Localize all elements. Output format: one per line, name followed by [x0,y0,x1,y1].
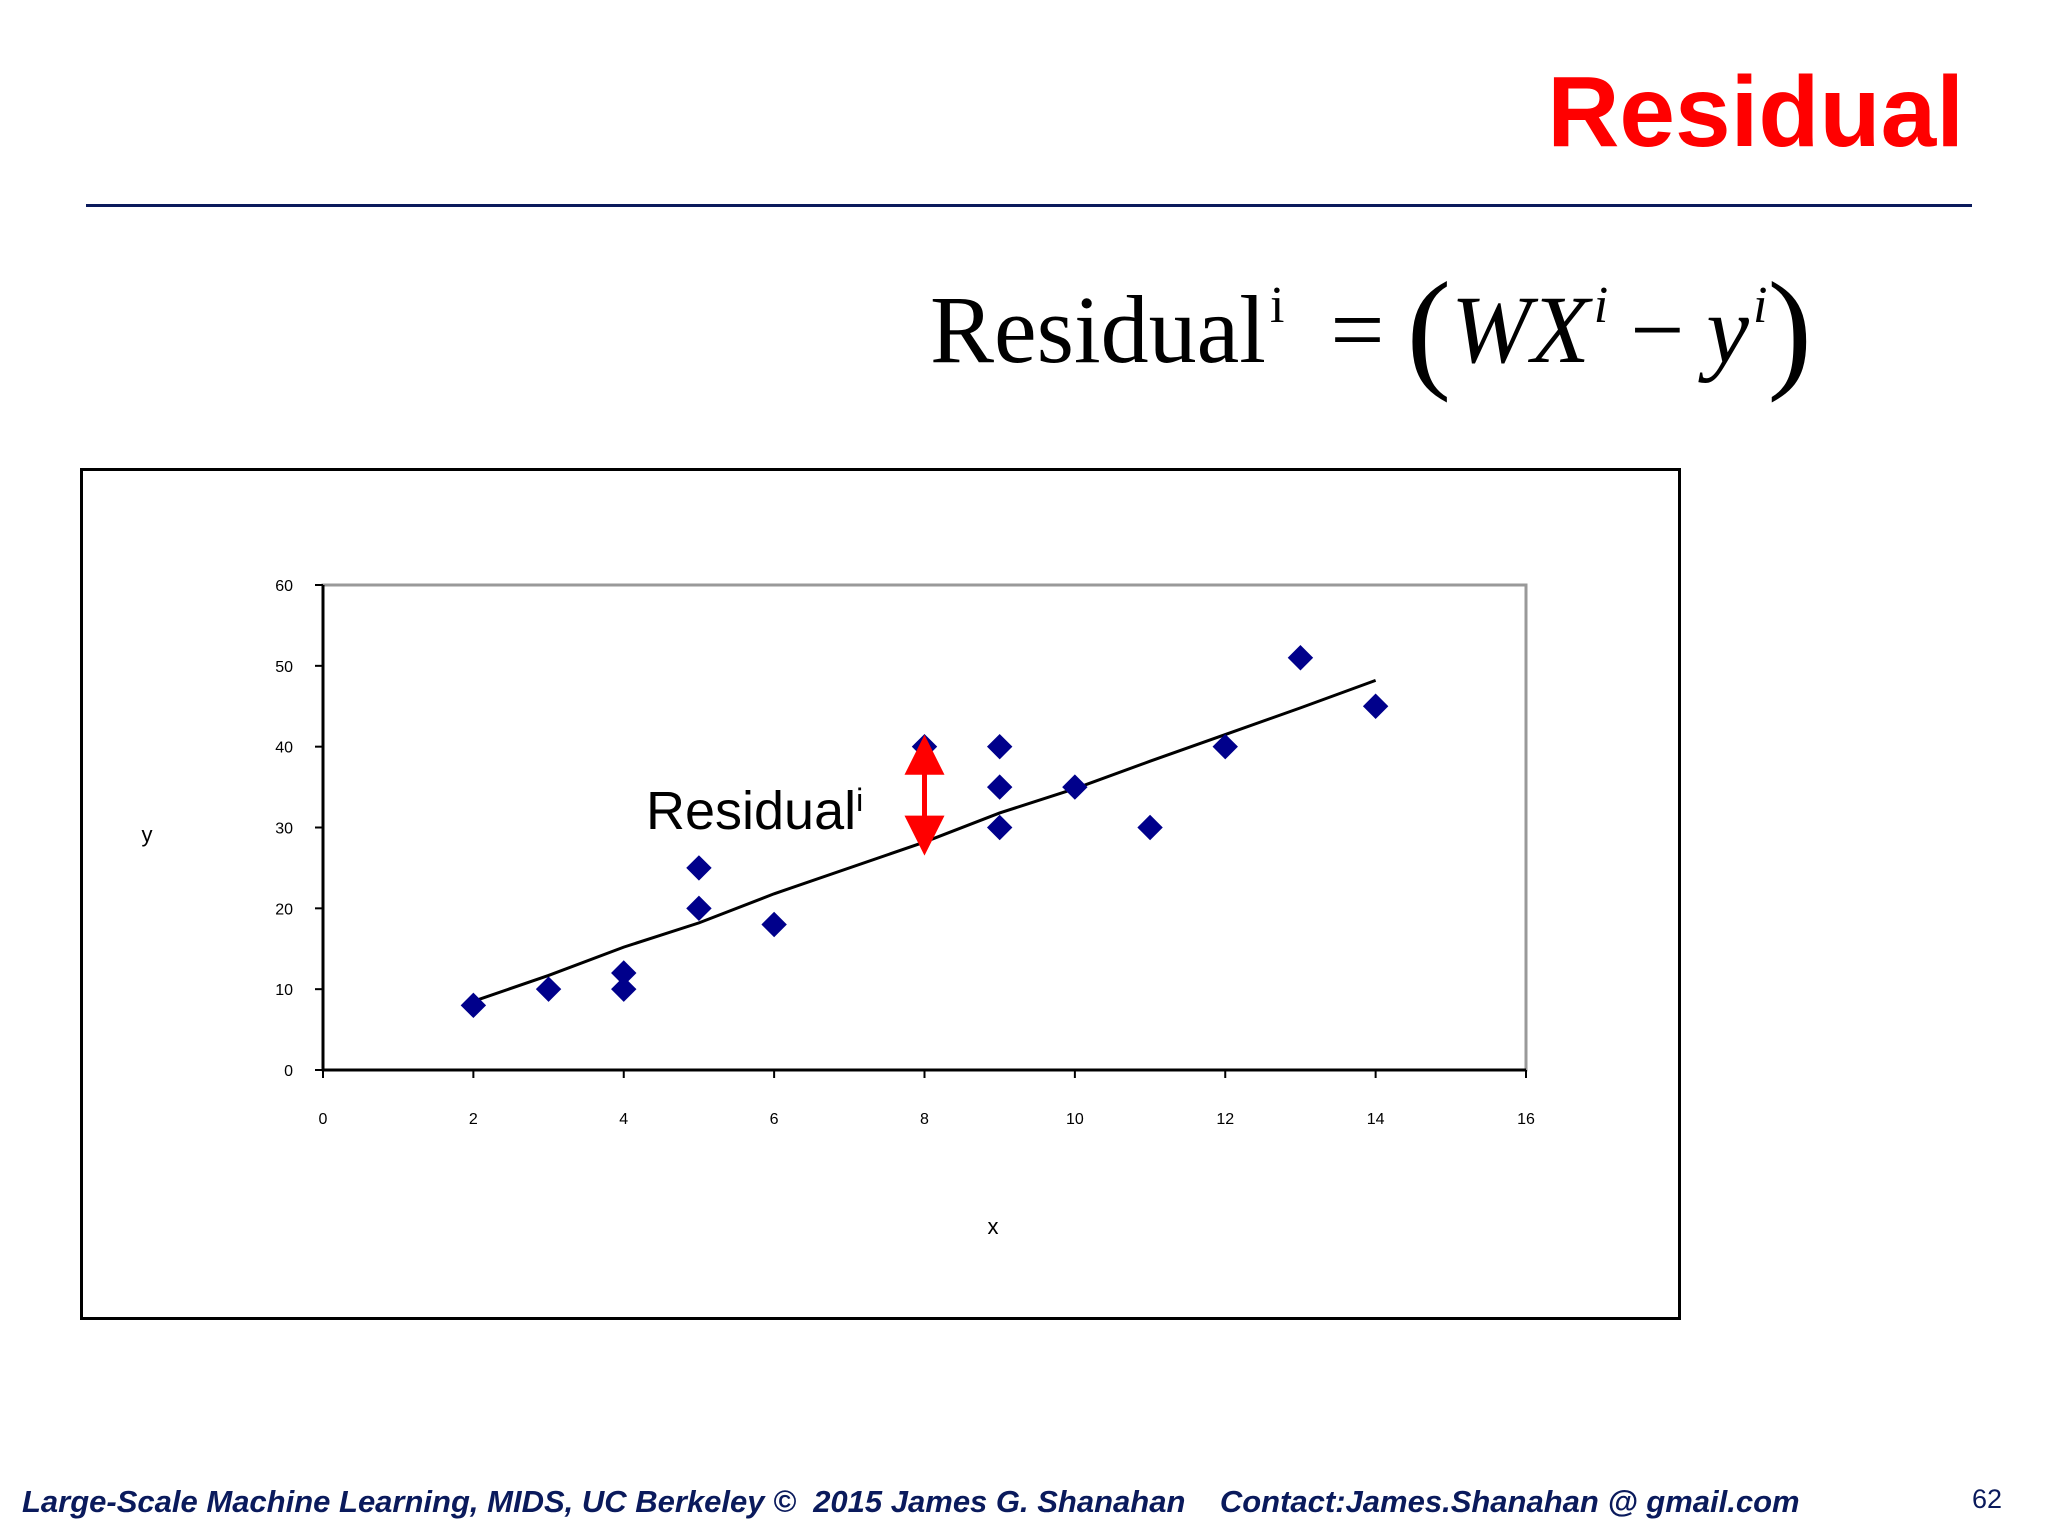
data-point-marker [986,774,1013,800]
x-tick-label: 6 [770,1111,779,1128]
scatter-chart: 0 10 20 30 40 50 60 0 2 4 6 8 10 12 14 16 Residuali x y [142,578,1536,1239]
data-point-marker [761,911,787,938]
y-axis-label: y [142,822,153,847]
data-point-marker [611,960,637,986]
residual-annotation-superscript: i [856,782,863,818]
title-divider [86,204,1972,207]
data-point-marker [460,992,487,1019]
y-tick-label: 20 [275,901,293,918]
x-axis-label: x [988,1214,999,1239]
data-point-marker [686,895,712,922]
x-tick-label: 2 [469,1111,478,1128]
x-tick-label: 10 [1066,1111,1084,1128]
residual-formula: Residuali = (WXi − yi) [930,250,1812,396]
page-number: 62 [1971,1484,2002,1514]
formula-x-superscript: i [1593,277,1609,334]
data-point-marker [535,976,562,1002]
x-tick-label: 0 [319,1111,328,1128]
formula-x: X [1531,276,1590,383]
footer-credits: Large-Scale Machine Learning, MIDS, UC B… [22,1484,1800,1519]
formula-equals: = [1330,276,1385,383]
chart-frame: 0 10 20 30 40 50 60 0 2 4 6 8 10 12 14 16 Residuali x y [80,468,1681,1320]
data-point-marker [611,976,637,1002]
formula-minus: − [1630,276,1685,383]
residual-annotation-text: Residual [646,781,856,841]
data-point-marker [686,855,712,881]
y-tick-label: 40 [275,740,293,757]
data-point-marker [986,814,1013,841]
y-tick-label: 30 [275,821,293,838]
data-point-marker [1212,733,1238,760]
formula-close-paren: ) [1767,255,1813,403]
x-tick-label: 4 [619,1111,628,1128]
formula-w: W [1451,276,1532,383]
data-point-marker [1287,645,1314,671]
data-point-marker [986,733,1013,760]
axes: 0 10 20 30 40 50 60 0 2 4 6 8 10 12 14 16 [275,578,1535,1128]
data-point-marker [1137,814,1163,841]
y-tick-label: 0 [284,1063,293,1080]
y-tick-label: 60 [275,578,293,595]
formula-y: y [1706,276,1749,383]
data-points [460,645,1389,1019]
slide-title: Residual [1547,56,1964,168]
residual-annotation-label: Residuali [646,781,863,841]
y-tick-label: 50 [275,659,293,676]
x-tick-label: 14 [1367,1111,1385,1128]
formula-y-superscript: i [1752,277,1768,334]
formula-lhs: Residual [930,276,1266,383]
regression-line [472,678,1377,1003]
x-tick-label: 12 [1216,1111,1234,1128]
formula-open-paren: ( [1406,255,1452,403]
x-tick-label: 8 [920,1111,929,1128]
y-tick-label: 10 [275,982,293,999]
formula-lhs-superscript: i [1269,277,1285,334]
regression-line-group [472,678,1377,1003]
residual-annotation: Residuali [646,734,945,856]
data-point-marker [1362,693,1389,719]
x-tick-label: 16 [1517,1111,1535,1128]
data-point-marker [1062,774,1088,800]
